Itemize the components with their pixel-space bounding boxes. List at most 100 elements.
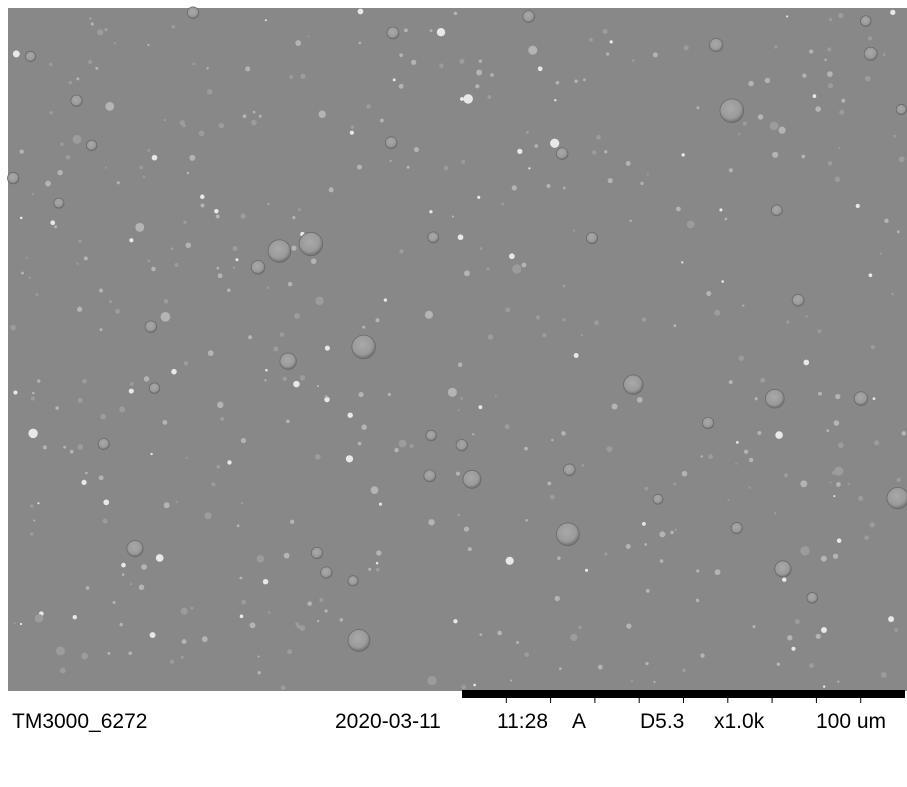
mode: A xyxy=(572,710,586,733)
particle xyxy=(573,353,579,358)
particle xyxy=(264,379,267,382)
particle xyxy=(815,633,821,639)
particle xyxy=(299,375,306,381)
particle xyxy=(709,38,724,53)
particle xyxy=(55,406,60,410)
particle xyxy=(574,79,578,84)
particle xyxy=(706,291,712,297)
particle xyxy=(175,501,178,504)
particle xyxy=(855,203,860,208)
particle xyxy=(864,535,869,541)
particle xyxy=(554,595,560,602)
particle xyxy=(609,40,613,44)
particle xyxy=(24,50,37,63)
time: 11:28 xyxy=(497,710,548,733)
particle xyxy=(252,110,256,114)
particle xyxy=(386,26,400,40)
particle xyxy=(37,502,40,505)
particle xyxy=(88,59,93,65)
particle xyxy=(708,454,713,459)
particle xyxy=(834,176,841,183)
particle xyxy=(148,382,161,394)
particle xyxy=(264,19,267,22)
particle xyxy=(63,445,67,449)
particle xyxy=(29,504,34,508)
particle xyxy=(31,192,35,195)
particle xyxy=(818,391,822,396)
particle xyxy=(147,259,151,263)
date: 2020-03-11 xyxy=(335,710,441,733)
particle xyxy=(398,83,404,89)
particle xyxy=(99,328,103,332)
particle xyxy=(34,613,44,623)
particle xyxy=(838,442,844,449)
particle xyxy=(874,440,880,446)
particle xyxy=(896,477,901,483)
particle xyxy=(242,114,247,119)
particle xyxy=(19,216,23,220)
particle xyxy=(392,78,396,82)
particles xyxy=(7,6,907,691)
particle xyxy=(72,134,82,144)
particle xyxy=(150,452,153,456)
particle xyxy=(142,175,146,179)
particle xyxy=(129,382,134,386)
particle xyxy=(524,446,528,451)
particle xyxy=(547,481,552,486)
particle xyxy=(406,165,410,169)
particle xyxy=(347,412,353,418)
particle xyxy=(561,431,566,436)
particle xyxy=(833,420,840,426)
particle xyxy=(207,350,214,357)
particle xyxy=(112,600,116,605)
particle xyxy=(90,22,94,26)
particle xyxy=(250,260,266,275)
particle xyxy=(54,225,58,229)
particle xyxy=(50,220,56,226)
particle xyxy=(86,139,98,152)
particle xyxy=(181,639,187,645)
particle xyxy=(241,599,247,605)
particle xyxy=(95,66,99,70)
particle xyxy=(551,438,554,442)
particle xyxy=(821,627,827,633)
particle xyxy=(801,154,806,159)
particle xyxy=(316,385,320,388)
particle xyxy=(320,566,333,579)
particle xyxy=(411,59,417,65)
particle xyxy=(516,640,520,644)
particle xyxy=(299,625,306,631)
particle xyxy=(49,111,53,115)
particle xyxy=(644,543,648,546)
particle xyxy=(279,352,297,370)
particle xyxy=(558,667,562,671)
particle xyxy=(45,180,51,187)
particle xyxy=(584,568,589,572)
particle xyxy=(457,234,464,241)
particle xyxy=(800,480,808,488)
particle xyxy=(57,169,63,176)
particle xyxy=(297,208,301,212)
particle xyxy=(525,130,529,134)
particle xyxy=(597,664,603,670)
particle xyxy=(607,178,613,184)
particle xyxy=(287,649,293,655)
particle xyxy=(283,552,290,559)
particle xyxy=(534,144,539,148)
particle xyxy=(644,486,649,491)
particle xyxy=(77,306,83,312)
particle xyxy=(494,394,497,397)
particle xyxy=(645,588,650,593)
particle xyxy=(13,622,16,625)
particle xyxy=(30,396,35,401)
particle xyxy=(782,577,787,582)
particle xyxy=(180,607,188,615)
particle xyxy=(748,457,754,463)
particle xyxy=(143,376,150,382)
particle xyxy=(107,651,111,655)
particle xyxy=(867,36,873,41)
particle xyxy=(700,455,704,458)
particle xyxy=(171,24,176,29)
particle xyxy=(362,325,366,329)
particle xyxy=(554,99,557,102)
